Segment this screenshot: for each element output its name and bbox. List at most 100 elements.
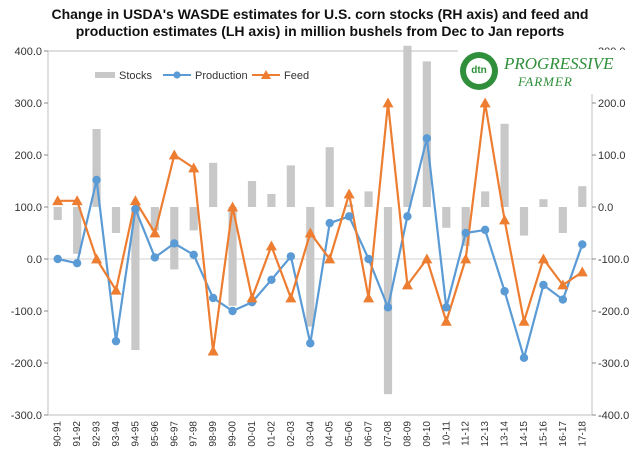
feed-point [168, 149, 180, 160]
stocks-bar [345, 204, 354, 207]
production-point [325, 218, 334, 228]
feed-point [91, 253, 103, 264]
production-point [131, 204, 140, 214]
stocks-bar [383, 207, 393, 395]
legend-production-marker [173, 71, 181, 79]
feed-point [518, 315, 530, 326]
production-point [539, 280, 548, 290]
stocks-bar [481, 191, 490, 207]
production-point [519, 353, 529, 362]
x-axis-category-label: 16-17 [558, 421, 569, 447]
production-point [306, 339, 315, 348]
x-axis-category-label: 01-02 [266, 421, 277, 447]
production-point [53, 254, 62, 264]
logo-line-2: FARMER [518, 74, 573, 89]
stocks-bar [558, 207, 567, 233]
left-axis-tick-label: -100.0 [11, 306, 42, 318]
x-axis-category-label: 97-98 [189, 421, 200, 447]
production-point [286, 252, 296, 261]
stocks-bar [150, 207, 159, 231]
feed-point [110, 284, 122, 295]
x-axis-category-label: 90-91 [53, 421, 64, 447]
stocks-bar [578, 186, 587, 207]
feed-point [265, 240, 277, 251]
x-axis-category-label: 08-09 [402, 421, 413, 447]
x-axis-category-label: 10-11 [441, 421, 452, 446]
stocks-bar [442, 207, 451, 228]
right-axis-tick-label: 200.0 [598, 98, 626, 110]
x-axis-category-label: 04-05 [325, 421, 336, 447]
production-point [558, 295, 568, 304]
feed-point [304, 227, 316, 238]
legend-stocks-label: Stocks [119, 70, 153, 82]
x-axis-category-label: 09-10 [422, 421, 433, 447]
production-point [208, 293, 218, 303]
right-axis-tick-label: -200.0 [598, 306, 629, 318]
feed-point [285, 292, 297, 303]
stocks-bar [111, 207, 121, 233]
x-axis-category-label: 11-12 [461, 421, 472, 446]
right-axis-tick-label: -300.0 [598, 358, 629, 370]
stocks-bar [364, 191, 373, 207]
left-axis-tick-label: 300.0 [14, 98, 42, 110]
stocks-bar [228, 207, 237, 306]
production-point [150, 253, 160, 262]
x-axis-category-label: 98-99 [208, 421, 219, 447]
production-point [72, 258, 82, 268]
production-point [344, 212, 354, 221]
feed-point [52, 195, 64, 206]
production-point [92, 175, 101, 185]
stocks-bar [539, 199, 548, 207]
stocks-bar [247, 181, 257, 207]
feed-point [401, 279, 413, 290]
feed-point [537, 253, 549, 264]
x-axis-category-label: 03-04 [305, 421, 316, 447]
x-axis-category-label: 07-08 [383, 421, 394, 447]
feed-point [479, 97, 491, 108]
feed-point [343, 188, 355, 199]
production-point [422, 134, 432, 143]
stocks-bar [325, 147, 334, 207]
dtn-logo-icon: dtn [460, 52, 498, 90]
feed-point [499, 214, 511, 225]
feed-point [363, 292, 375, 303]
dtn-progressive-farmer-logo: dtn PROGRESSIVE FARMER [458, 50, 628, 94]
x-axis-category-label: 13-14 [500, 421, 511, 447]
x-axis-category-label: 06-07 [364, 421, 375, 447]
left-axis-tick-label: 100.0 [14, 202, 42, 214]
stocks-bar [306, 207, 315, 327]
production-point [403, 212, 412, 221]
x-axis-category-label: 94-95 [130, 421, 141, 447]
production-point [170, 239, 179, 248]
x-axis-category-label: 00-01 [247, 421, 258, 447]
production-line [57, 137, 584, 359]
x-axis-category-label: 96-97 [169, 421, 180, 447]
stocks-bar [131, 207, 140, 350]
left-axis-tick-label: 0.0 [27, 254, 42, 266]
feed-line [57, 101, 583, 353]
production-point [111, 336, 121, 346]
legend-stocks-swatch [95, 72, 115, 78]
stocks-bar [73, 207, 82, 254]
legend-feed-label: Feed [284, 70, 309, 82]
feed-point [71, 195, 83, 206]
feed-point [246, 292, 258, 303]
feed-point [324, 253, 336, 264]
right-axis-tick-label: 0.0 [598, 202, 613, 214]
right-axis-tick-label: 100.0 [598, 150, 626, 162]
right-axis-tick-label: -400.0 [598, 410, 629, 422]
feed-point [557, 279, 569, 290]
x-axis-category-label: 12-13 [480, 421, 491, 447]
feed-point [149, 227, 161, 238]
production-point [578, 240, 587, 249]
production-point [267, 275, 276, 284]
stocks-bar [189, 207, 198, 231]
feed-point [382, 97, 394, 108]
chart-title-line-1: Change in USDA's WASDE estimates for U.S… [51, 6, 589, 22]
plot-area-frame [47, 50, 593, 416]
production-point [480, 225, 490, 235]
stocks-bar [92, 129, 101, 207]
feed-point [460, 253, 472, 264]
stocks-bar [286, 165, 295, 207]
